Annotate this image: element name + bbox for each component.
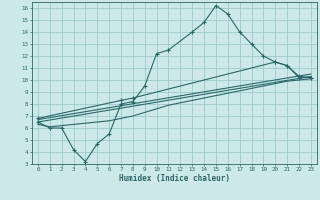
X-axis label: Humidex (Indice chaleur): Humidex (Indice chaleur)	[119, 174, 230, 183]
